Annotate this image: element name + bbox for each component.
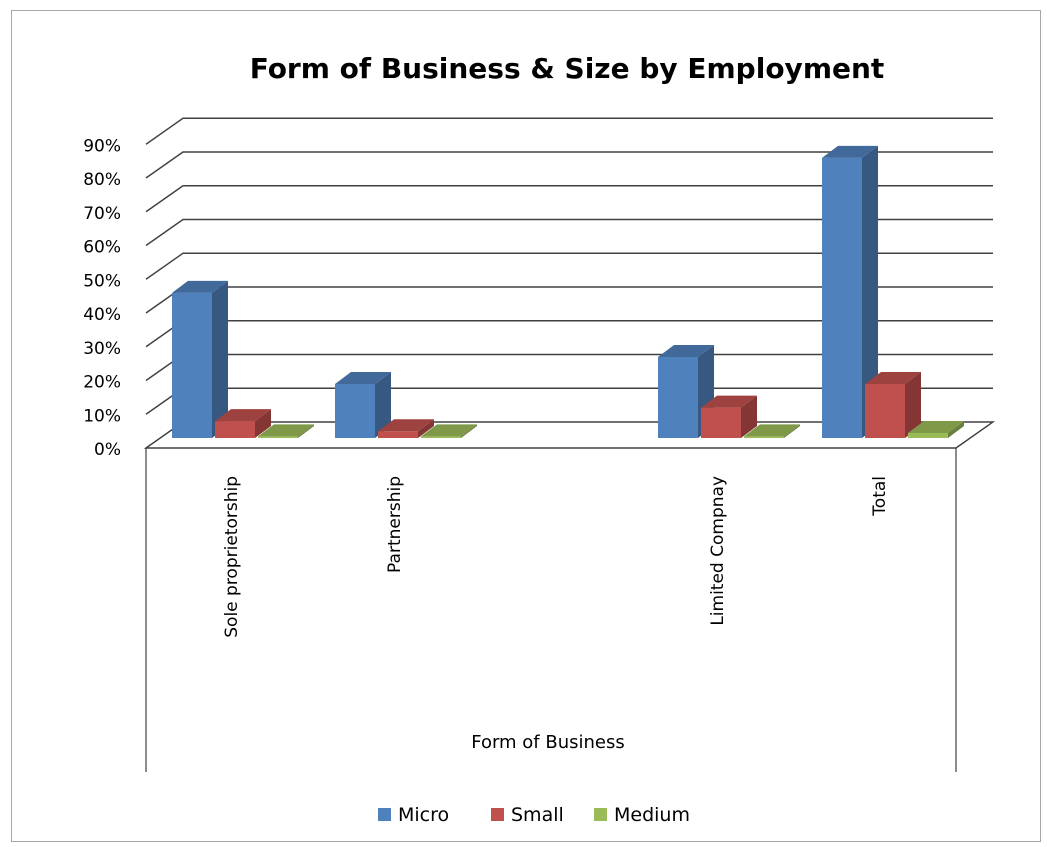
bar-top-face: [865, 372, 921, 384]
bar-top-face: [658, 345, 714, 357]
bar-micro-1: [335, 372, 391, 438]
bar-side-face: [741, 395, 757, 438]
y-tick-label: 30%: [83, 339, 121, 359]
gridline: [145, 218, 993, 247]
legend-swatch: [378, 808, 391, 821]
bar-top-face: [701, 395, 757, 408]
bar-medium-3: [744, 424, 800, 438]
bar-top-face: [172, 280, 228, 293]
bar-side-face: [948, 420, 964, 438]
bar-front-face: [908, 432, 948, 438]
bar-front-face: [701, 407, 741, 438]
legend-label: Micro: [398, 804, 449, 826]
x-axis-title: Form of Business: [471, 732, 625, 753]
bar-front-face: [658, 357, 698, 438]
bar-small-4: [865, 372, 921, 438]
legend-label: Small: [511, 804, 564, 826]
bar-medium-4: [908, 420, 964, 438]
bar-side-face: [375, 372, 391, 438]
gridline: [145, 117, 993, 145]
bar-side-face: [298, 424, 314, 438]
bar-top-face: [744, 424, 800, 437]
bar-side-face: [905, 372, 921, 438]
gridline: [145, 151, 993, 179]
bar-front-face: [378, 431, 418, 438]
y-tick-label: 0%: [94, 440, 121, 460]
y-tick-label: 40%: [83, 305, 121, 325]
category-labels: Sole proprietorship Partnership Limited Co…: [222, 476, 890, 638]
legend-swatch: [594, 808, 607, 821]
bar-small-1: [378, 419, 434, 438]
chart-title: Form of Business & Size by Employment: [250, 52, 885, 85]
y-tick-labels: 0% 10% 20% 30% 40% 50% 60% 70% 80% 90%: [83, 136, 121, 460]
bar-front-face: [172, 292, 212, 438]
bar-top-face: [258, 424, 314, 437]
bar-top-face: [421, 424, 477, 437]
bar-side-face: [461, 424, 477, 438]
y-tick-label: 70%: [83, 204, 121, 224]
legend-label: Medium: [614, 804, 690, 826]
category-label: Partnership: [385, 476, 405, 573]
bars: [172, 145, 964, 438]
bar-medium-1: [421, 424, 477, 438]
category-label: Limited Compnay: [708, 476, 728, 626]
y-tick-label: 90%: [83, 136, 121, 156]
bar-small-3: [701, 395, 757, 438]
bar-micro-4: [822, 145, 878, 438]
legend-item-medium: Medium: [594, 804, 690, 826]
y-tick-label: 80%: [83, 170, 121, 190]
bar-small-0: [215, 409, 271, 438]
y-tick-label: 10%: [83, 406, 121, 426]
bar-front-face: [744, 436, 784, 438]
bar-front-face: [258, 436, 298, 438]
bar-side-face: [212, 280, 228, 438]
category-label: Total: [870, 476, 890, 517]
bar-top-face: [215, 409, 271, 422]
bar-top-face: [335, 372, 391, 384]
y-tick-label: 50%: [83, 271, 121, 291]
bar-side-face: [255, 409, 271, 438]
gridline: [145, 252, 993, 280]
bar-top-face: [378, 419, 434, 432]
legend: Micro Small Medium: [378, 804, 690, 826]
y-tick-label: 20%: [83, 373, 121, 393]
legend-swatch: [491, 808, 504, 821]
bar-front-face: [822, 157, 862, 438]
bar-front-face: [421, 436, 461, 438]
y-tick-label: 60%: [83, 238, 121, 258]
category-label: Sole proprietorship: [222, 476, 242, 638]
bar-medium-0: [258, 424, 314, 438]
bar-top-face: [822, 145, 878, 158]
legend-item-micro: Micro: [378, 804, 449, 826]
gridline: [145, 185, 993, 213]
bar-micro-0: [172, 280, 228, 438]
bar-top-face: [908, 420, 964, 433]
bar-side-face: [862, 145, 878, 438]
bar-front-face: [865, 384, 905, 438]
bar-side-face: [418, 419, 434, 438]
legend-item-small: Small: [491, 804, 564, 826]
chart-walls: [143, 421, 996, 772]
bar-front-face: [335, 384, 375, 438]
bar-side-face: [784, 424, 800, 438]
bar-front-face: [215, 421, 255, 438]
